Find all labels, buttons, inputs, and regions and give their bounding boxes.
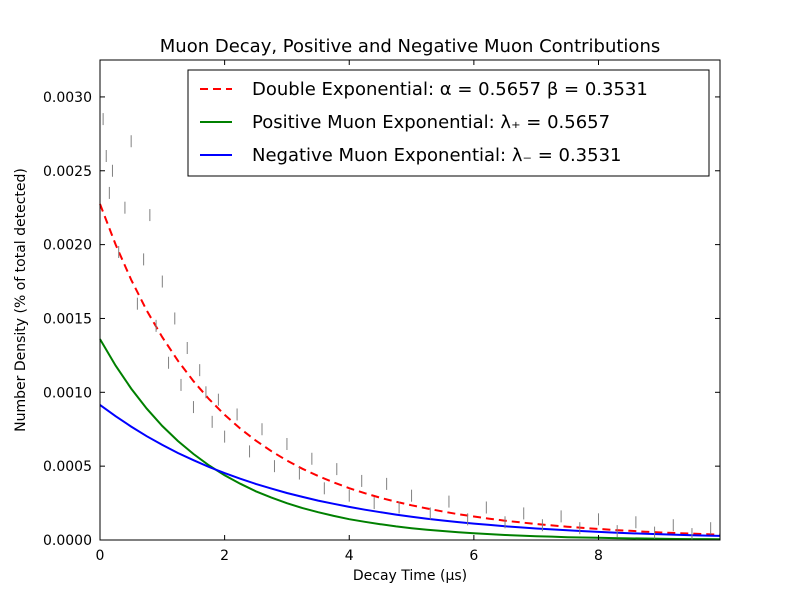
plot-area: 0 2 4 6 8 0.0000 0.0005 0.0010 0.0015 0.0020 0.002… — [43, 59, 721, 564]
series-line-1 — [99, 203, 721, 536]
legend: Double Exponential: α = 0.5657 β = 0.353… — [187, 69, 710, 177]
legend-entry: Positive Muon Exponential: λ₊ = 0.5657 — [252, 112, 610, 133]
x-tick-label: 2 — [220, 548, 229, 564]
x-tick-label: 6 — [469, 548, 478, 564]
chart-title: Muon Decay, Positive and Negative Muon C… — [160, 36, 660, 57]
y-tick-label: 0.0015 — [43, 311, 92, 327]
axes-frame — [99, 59, 721, 541]
x-tick-label: 8 — [594, 548, 603, 564]
y-tick-label: 0.0020 — [43, 238, 92, 254]
x-tick-label: 4 — [345, 548, 354, 564]
legend-box — [187, 69, 710, 177]
x-axis-title: Decay Time (μs) — [353, 568, 467, 584]
x-tick-label: 0 — [96, 548, 105, 564]
y-axis-title: Number Density (% of total detected) — [13, 168, 29, 432]
y-tick-label: 0.0010 — [43, 385, 92, 401]
series-line-3 — [99, 404, 721, 537]
y-tick-label: 0.0025 — [43, 164, 92, 180]
y-tick-label: 0.0000 — [43, 533, 92, 549]
y-tick-label: 0.0030 — [43, 90, 92, 106]
legend-entry: Double Exponential: α = 0.5657 β = 0.353… — [252, 79, 648, 100]
y-tick-label: 0.0005 — [43, 459, 92, 475]
series-line-2 — [99, 338, 721, 541]
legend-entry: Negative Muon Exponential: λ₋ = 0.3531 — [252, 145, 621, 166]
